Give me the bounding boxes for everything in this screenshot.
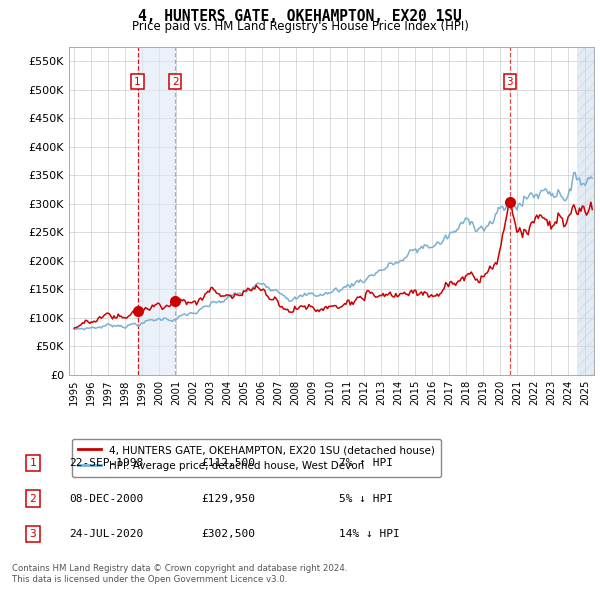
Bar (137, 47, 175, 375)
Text: 4, HUNTERS GATE, OKEHAMPTON, EX20 1SU: 4, HUNTERS GATE, OKEHAMPTON, EX20 1SU (138, 9, 462, 24)
Bar (577, 47, 594, 375)
Text: 7% ↑ HPI: 7% ↑ HPI (339, 458, 393, 468)
Text: Contains HM Land Registry data © Crown copyright and database right 2024.: Contains HM Land Registry data © Crown c… (12, 565, 347, 573)
Text: 2: 2 (172, 77, 179, 87)
Text: £302,500: £302,500 (201, 529, 255, 539)
Text: 5% ↓ HPI: 5% ↓ HPI (339, 494, 393, 503)
Text: Price paid vs. HM Land Registry's House Price Index (HPI): Price paid vs. HM Land Registry's House … (131, 20, 469, 33)
Legend: 4, HUNTERS GATE, OKEHAMPTON, EX20 1SU (detached house), HPI: Average price, deta: 4, HUNTERS GATE, OKEHAMPTON, EX20 1SU (d… (71, 439, 441, 477)
Text: 3: 3 (506, 77, 513, 87)
Text: This data is licensed under the Open Government Licence v3.0.: This data is licensed under the Open Gov… (12, 575, 287, 584)
Text: 2: 2 (29, 494, 37, 503)
Text: 08-DEC-2000: 08-DEC-2000 (69, 494, 143, 503)
Text: 3: 3 (29, 529, 37, 539)
Text: 1: 1 (29, 458, 37, 468)
Text: 1: 1 (134, 77, 141, 87)
Text: 24-JUL-2020: 24-JUL-2020 (69, 529, 143, 539)
Text: 14% ↓ HPI: 14% ↓ HPI (339, 529, 400, 539)
Text: 22-SEP-1998: 22-SEP-1998 (69, 458, 143, 468)
Text: £112,500: £112,500 (201, 458, 255, 468)
Text: £129,950: £129,950 (201, 494, 255, 503)
